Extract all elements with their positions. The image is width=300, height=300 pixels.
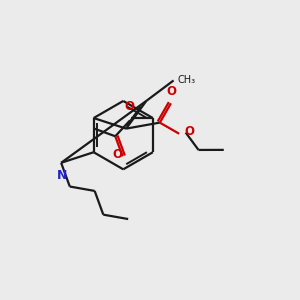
Text: O: O — [166, 85, 176, 98]
Text: CH₃: CH₃ — [177, 75, 195, 85]
Text: N: N — [56, 169, 67, 182]
Text: O: O — [124, 100, 134, 113]
Text: O: O — [112, 148, 122, 161]
Text: O: O — [184, 125, 194, 138]
